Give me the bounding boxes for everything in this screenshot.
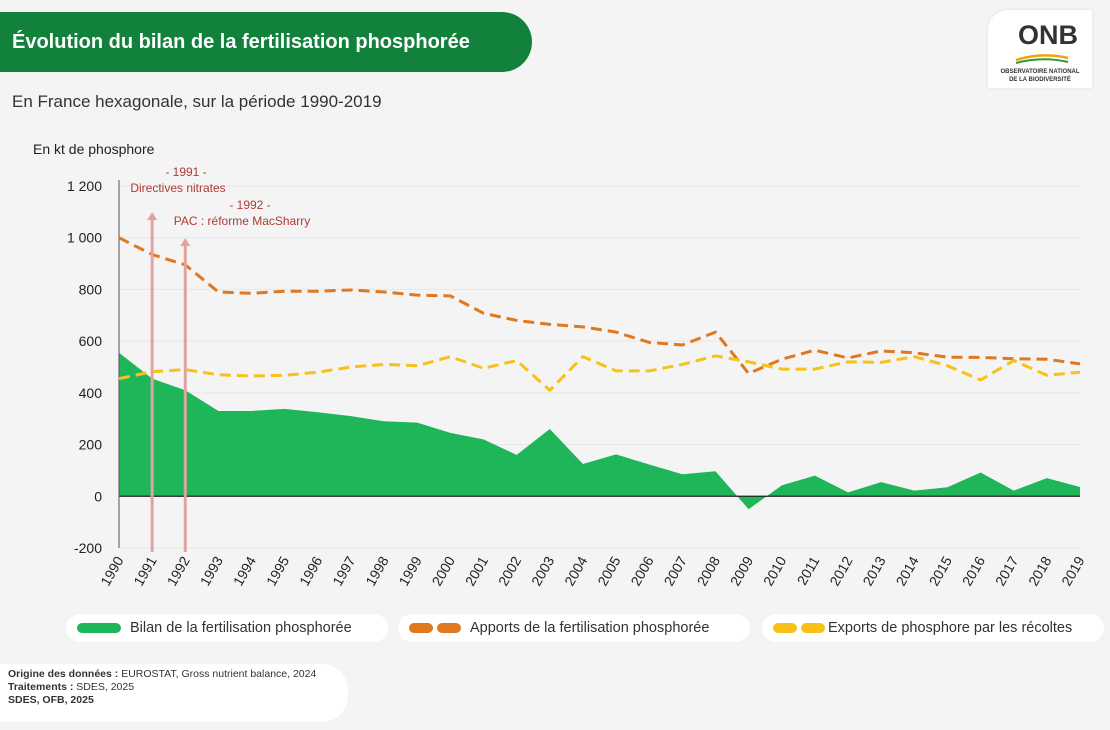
x-tick-label: 1991 bbox=[130, 553, 160, 588]
logo-wordmark: ONB bbox=[1018, 20, 1078, 50]
x-tick-label: 1992 bbox=[163, 553, 193, 588]
x-tick-label: 1998 bbox=[362, 553, 392, 588]
annotation-arrowhead bbox=[147, 212, 158, 220]
source-note: Origine des données : EUROSTAT, Gross nu… bbox=[0, 664, 348, 722]
x-tick-label: 2000 bbox=[429, 553, 459, 588]
legend-item-apports: Apports de la fertilisation phosphorée bbox=[398, 614, 750, 642]
y-tick-label: 800 bbox=[79, 281, 103, 297]
x-tick-label: 2001 bbox=[462, 553, 492, 588]
x-tick-label: 2007 bbox=[661, 553, 691, 588]
logo-line-2: DE LA BIODIVERSITÉ bbox=[1009, 77, 1071, 83]
logo-line-1: OBSERVATOIRE NATIONAL bbox=[1000, 69, 1080, 75]
x-tick-label: 2019 bbox=[1058, 553, 1088, 588]
x-tick-label: 1996 bbox=[296, 553, 326, 588]
y-tick-label: 200 bbox=[79, 437, 103, 453]
legend-label-bilan: Bilan de la fertilisation phosphorée bbox=[130, 620, 352, 636]
y-tick-label: 400 bbox=[79, 385, 103, 401]
source-credit: SDES, OFB, 2025 bbox=[8, 694, 94, 706]
annotation-year: - 1991 - bbox=[165, 165, 206, 179]
x-tick-label: 2010 bbox=[760, 553, 790, 588]
x-tick-label: 1993 bbox=[197, 553, 227, 588]
onb-logo: ONB OBSERVATOIRE NATIONAL DE LA BIODIVER… bbox=[988, 10, 1092, 88]
x-tick-label: 2017 bbox=[992, 553, 1022, 588]
annotation-label: Directives nitrates bbox=[130, 181, 225, 195]
x-tick-label: 1997 bbox=[329, 553, 359, 588]
y-tick-label: 600 bbox=[79, 333, 103, 349]
chart-title: Évolution du bilan de la fertilisation p… bbox=[12, 30, 470, 53]
x-tick-label: 1990 bbox=[97, 553, 127, 588]
x-tick-label: 2016 bbox=[959, 553, 989, 588]
y-tick-label: -200 bbox=[74, 540, 102, 556]
x-tick-label: 2014 bbox=[892, 553, 922, 588]
legend-swatch-exports bbox=[773, 623, 825, 633]
y-tick-label: 1 200 bbox=[67, 178, 102, 194]
x-tick-label: 2018 bbox=[1025, 553, 1055, 588]
legend-swatch-bilan bbox=[77, 623, 121, 633]
annotation-year: - 1992 - bbox=[229, 198, 270, 212]
chart-svg: -200 0 200 400 600 800 1 000 1 200 - 1991 - Direc… bbox=[67, 165, 1088, 588]
legend-label-exports: Exports de phosphore par les récoltes bbox=[828, 620, 1073, 636]
y-tick-label: 1 000 bbox=[67, 230, 102, 246]
x-tick-label: 2006 bbox=[627, 553, 657, 588]
legend-item-exports: Exports de phosphore par les récoltes bbox=[762, 614, 1104, 642]
x-tick-label: 2008 bbox=[694, 553, 724, 588]
x-tick-label: 1994 bbox=[230, 553, 260, 588]
x-tick-label: 1999 bbox=[395, 553, 425, 588]
x-tick-label: 2013 bbox=[859, 553, 889, 588]
logo-swoosh-icon bbox=[1015, 54, 1069, 64]
title-banner: Évolution du bilan de la fertilisation p… bbox=[0, 12, 532, 72]
legend-item-bilan: Bilan de la fertilisation phosphorée bbox=[66, 614, 388, 642]
x-tick-label: 2015 bbox=[926, 553, 956, 588]
x-tick-label: 2002 bbox=[495, 553, 525, 588]
x-tick-label: 2004 bbox=[561, 553, 591, 588]
legend-swatch-apports bbox=[409, 623, 461, 633]
source-origin: Origine des données : EUROSTAT, Gross nu… bbox=[8, 668, 317, 680]
annotation-arrowhead bbox=[180, 238, 191, 246]
source-treatment: Traitements : SDES, 2025 bbox=[8, 681, 135, 693]
x-tick-label: 2012 bbox=[826, 553, 856, 588]
x-tick-label: 2003 bbox=[528, 553, 558, 588]
x-tick-label: 2005 bbox=[594, 553, 624, 588]
x-tick-label: 2009 bbox=[727, 553, 757, 588]
y-axis-label: En kt de phosphore bbox=[33, 141, 155, 157]
x-tick-label: 1995 bbox=[263, 553, 293, 588]
series-line-exports bbox=[118, 354, 1081, 392]
chart-subtitle: En France hexagonale, sur la période 199… bbox=[12, 92, 382, 111]
series-line-apports bbox=[118, 236, 1081, 375]
series-area-bilan bbox=[119, 352, 1080, 510]
x-tick-label: 2011 bbox=[794, 553, 823, 587]
annotation-label: PAC : réforme MacSharry bbox=[174, 214, 310, 228]
legend-label-apports: Apports de la fertilisation phosphorée bbox=[470, 620, 710, 636]
y-tick-label: 0 bbox=[94, 488, 102, 504]
